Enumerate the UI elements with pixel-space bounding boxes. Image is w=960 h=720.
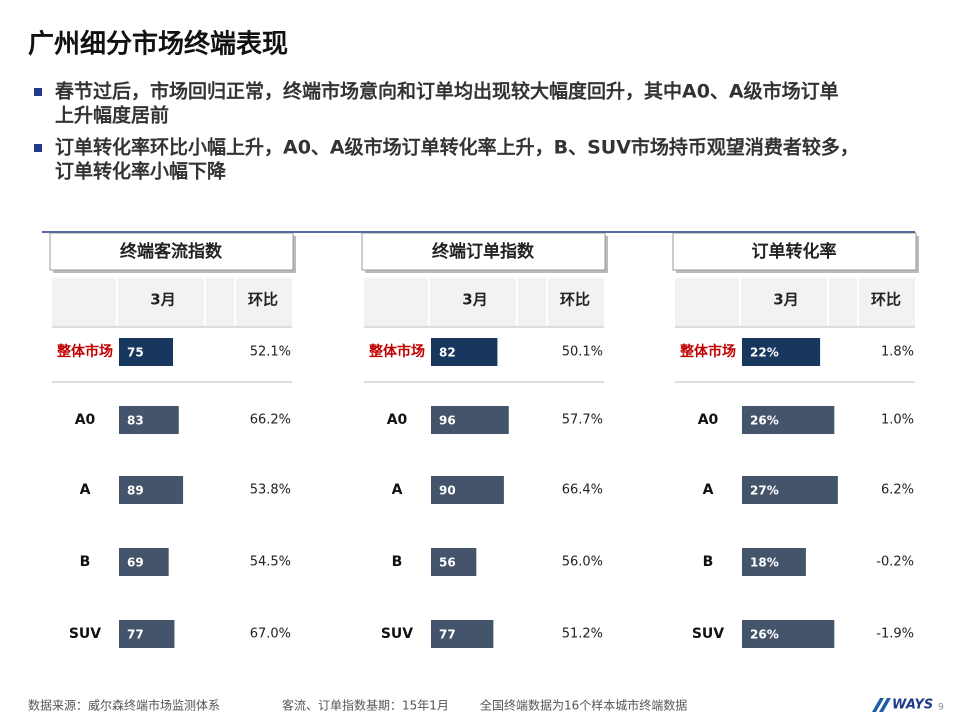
bullet-text: 春节过后，市场回归正常，终端市场意向和订单均出现较大幅度回升，其中A0、A级市场… [55, 80, 839, 103]
category-label: B [80, 554, 91, 570]
bar [431, 620, 494, 648]
category-label: SUV [69, 626, 101, 642]
category-label: 整体市场 [368, 343, 425, 360]
column-header: 环比 [560, 291, 590, 309]
category-label: 整体市场 [679, 343, 736, 360]
column-header: 环比 [871, 291, 901, 309]
column-header: 3月 [773, 291, 798, 309]
value-label: 77 [439, 628, 456, 642]
category-label: A0 [387, 412, 408, 428]
change-label: 67.0% [250, 627, 291, 642]
logo: WAYS [892, 698, 933, 713]
header-row [364, 278, 604, 326]
bullet-text: 订单转化率小幅下降 [55, 160, 227, 183]
chart-title: 终端客流指数 [120, 241, 223, 262]
bar [742, 338, 821, 366]
change-label: 6.2% [881, 483, 914, 498]
bar [431, 476, 504, 504]
value-label: 77 [127, 628, 144, 642]
value-label: 90 [439, 484, 456, 498]
chart-title: 终端订单指数 [432, 241, 535, 262]
bar [119, 338, 173, 366]
logo-mark [872, 698, 891, 712]
category-label: A [392, 482, 403, 498]
category-label: B [703, 554, 714, 570]
value-label: 56 [439, 556, 456, 570]
chart-tab [361, 232, 606, 271]
change-label: 56.0% [562, 555, 603, 570]
slide-title: 广州细分市场终端表现 [28, 29, 288, 60]
header-row [675, 278, 915, 326]
footer-note: 全国终端数据为16个样本城市终端数据 [480, 698, 687, 713]
bar [742, 406, 835, 434]
footer-note: 数据来源：威尔森终端市场监测体系 [28, 698, 220, 713]
bar [119, 548, 169, 576]
change-label: 51.2% [562, 627, 603, 642]
chart-tab [49, 232, 294, 271]
change-label: 53.8% [250, 483, 291, 498]
value-label: 75 [127, 346, 144, 360]
category-label: A [703, 482, 714, 498]
bar [742, 548, 806, 576]
change-label: -1.9% [876, 627, 914, 642]
value-label: 96 [439, 414, 456, 428]
category-label: 整体市场 [56, 343, 113, 360]
category-label: A0 [698, 412, 719, 428]
value-label: 27% [750, 484, 779, 498]
category-label: A0 [75, 412, 96, 428]
chart-title: 订单转化率 [752, 241, 837, 262]
chart-tab [672, 232, 917, 271]
bar [119, 620, 175, 648]
bullet-text: 订单转化率环比小幅上升，A0、A级市场订单转化率上升，B、SUV市场持币观望消费… [55, 136, 859, 159]
category-label: SUV [381, 626, 413, 642]
change-label: 57.7% [562, 413, 603, 428]
bar [431, 548, 477, 576]
value-label: 18% [750, 556, 779, 570]
value-label: 89 [127, 484, 144, 498]
bullet-text: 上升幅度居前 [55, 104, 169, 127]
change-label: 52.1% [250, 345, 291, 360]
bar [119, 406, 179, 434]
value-label: 82 [439, 346, 456, 360]
change-label: 50.1% [562, 345, 603, 360]
category-label: A [80, 482, 91, 498]
category-label: B [392, 554, 403, 570]
value-label: 26% [750, 628, 779, 642]
value-label: 26% [750, 414, 779, 428]
bar [431, 338, 498, 366]
change-label: 66.2% [250, 413, 291, 428]
value-label: 69 [127, 556, 144, 570]
bullet-marker [34, 144, 42, 152]
value-label: 22% [750, 346, 779, 360]
category-label: SUV [692, 626, 724, 642]
change-label: -0.2% [876, 555, 914, 570]
header-row [52, 278, 292, 326]
footer-note: 客流、订单指数基期：15年1月 [282, 698, 449, 713]
change-label: 1.0% [881, 413, 914, 428]
bar [431, 406, 509, 434]
change-label: 66.4% [562, 483, 603, 498]
bullet-marker [34, 88, 42, 96]
column-header: 3月 [462, 291, 487, 309]
bar [119, 476, 184, 504]
bar [742, 476, 838, 504]
column-header: 环比 [248, 291, 278, 309]
change-label: 54.5% [250, 555, 291, 570]
column-header: 3月 [150, 291, 175, 309]
bar [742, 620, 835, 648]
change-label: 1.8% [881, 345, 914, 360]
page-number: 9 [938, 703, 944, 713]
value-label: 83 [127, 414, 144, 428]
